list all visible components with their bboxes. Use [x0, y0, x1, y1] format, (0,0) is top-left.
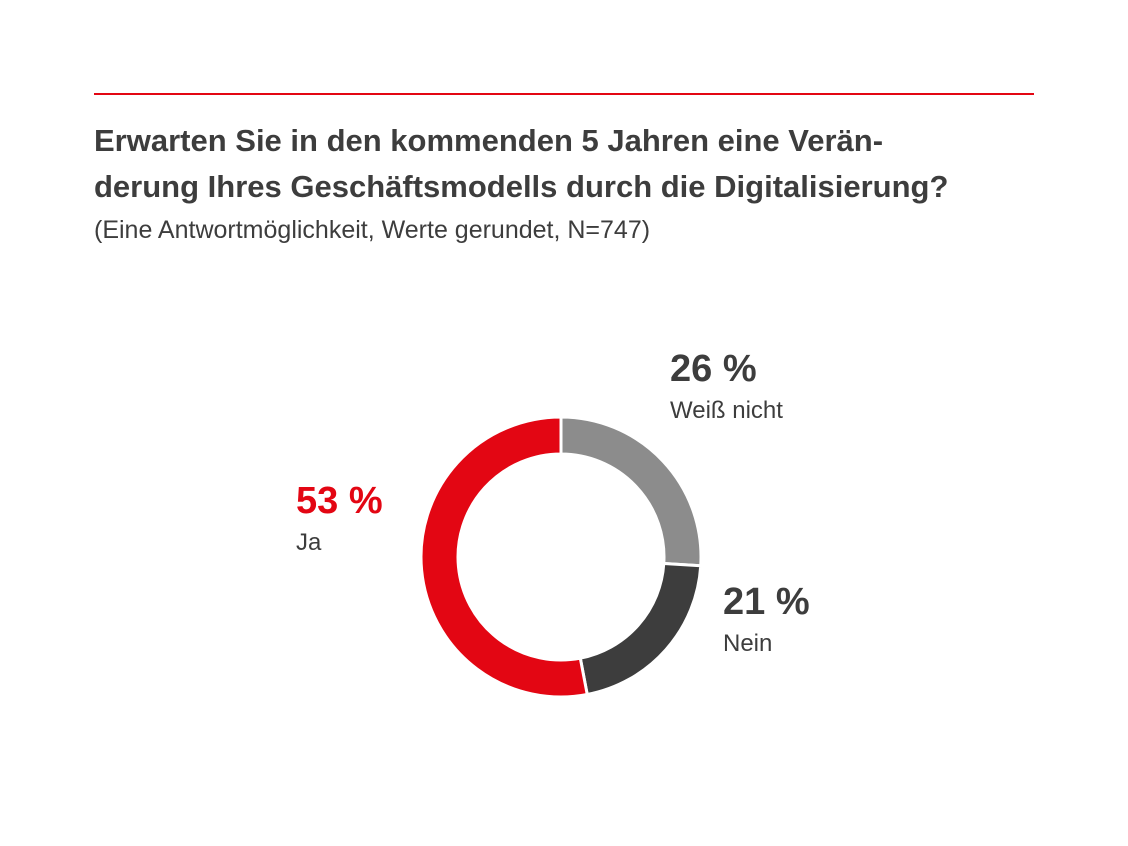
chart-title-line-2: derung Ihres Geschäftsmodells durch die … [94, 169, 949, 204]
donut-slice-nein [578, 561, 703, 697]
chart-subtitle: (Eine Antwortmöglichkeit, Werte gerundet… [94, 216, 651, 244]
chart-title: Erwarten Sie in den kommenden 5 Jahren e… [94, 118, 1054, 210]
slice-label-weiss-nicht: 26 % Weiß nicht [670, 346, 783, 428]
top-rule [94, 93, 1034, 95]
slice-category-nein: Nein [723, 630, 773, 657]
slice-label-ja: 53 % Ja [296, 478, 383, 560]
slice-category-weiss-nicht: Weiß nicht [670, 397, 783, 424]
slice-value-nein: 21 % [723, 581, 810, 623]
slice-label-nein: 21 % Nein [723, 579, 810, 661]
slice-category-ja: Ja [296, 529, 322, 556]
chart-title-line-1: Erwarten Sie in den kommenden 5 Jahren e… [94, 123, 884, 158]
donut-slice-ja [419, 415, 589, 699]
slice-value-ja: 53 % [296, 480, 383, 522]
donut-slice-weiss-nicht [559, 415, 703, 568]
slice-value-weiss-nicht: 26 % [670, 348, 757, 390]
